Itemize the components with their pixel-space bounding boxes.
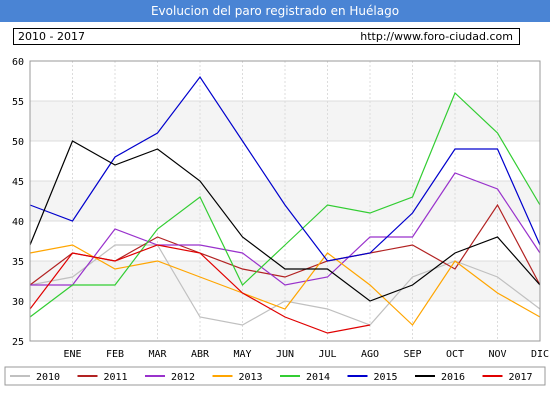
x-tick-label: SEP [403, 349, 421, 360]
subheader-box: 2010 - 2017 http://www.foro-ciudad.com [13, 28, 520, 45]
series-line-2013 [29, 244, 541, 326]
x-tick-label: OCT [446, 349, 464, 360]
y-tick-label: 55 [12, 97, 24, 108]
x-tick-label: FEB [106, 349, 124, 360]
legend-label: 2013 [239, 372, 263, 383]
chart-title: Evolucion del paro registrado en Huélago [0, 0, 550, 22]
period-label: 2010 - 2017 [18, 30, 85, 43]
y-tick-label: 45 [12, 177, 24, 188]
legend-box [4, 366, 546, 386]
legend-label: 2016 [441, 372, 465, 383]
series-line-2014 [29, 91, 541, 318]
y-tick-label: 30 [12, 297, 24, 308]
x-tick-label: ABR [191, 349, 210, 360]
legend-label: 2014 [306, 372, 330, 383]
series-line-2012 [30, 172, 541, 286]
x-tick-label: JUN [276, 349, 294, 360]
series-line-2016 [29, 140, 541, 302]
legend-label: 2017 [509, 372, 533, 383]
series-line-2015 [29, 75, 541, 262]
legend-label: 2010 [36, 372, 60, 383]
y-tick-label: 25 [12, 337, 24, 348]
legend-label: 2015 [374, 372, 398, 383]
legend-label: 2012 [171, 372, 195, 383]
source-url[interactable]: http://www.foro-ciudad.com [360, 30, 513, 43]
series-lines [29, 75, 541, 334]
y-tick-label: 35 [12, 257, 24, 268]
x-tick-label: AGO [361, 349, 379, 360]
y-tick-label: 40 [12, 217, 24, 228]
legend: 2010 2011 2012 2013 2014 2015 2016 2017 [4, 366, 546, 386]
x-tick-label: JUL [318, 349, 336, 360]
legend-label: 2011 [104, 372, 128, 383]
x-tick-label: MAY [233, 349, 251, 360]
x-tick-label: DIC [531, 349, 549, 360]
y-tick-label: 50 [12, 137, 24, 148]
x-axis-ticks: ENE FEB MAR ABR MAY JUN JUL AGO SEP OCT NOV DIC [63, 349, 549, 360]
plot-border [29, 60, 541, 342]
y-tick-label: 60 [12, 57, 24, 68]
x-tick-label: MAR [148, 349, 167, 360]
x-tick-label: ENE [63, 349, 81, 360]
y-axis-ticks: 25 30 35 40 45 50 55 60 [12, 57, 24, 348]
x-tick-label: NOV [488, 349, 506, 360]
series-line-2017 [29, 244, 371, 334]
